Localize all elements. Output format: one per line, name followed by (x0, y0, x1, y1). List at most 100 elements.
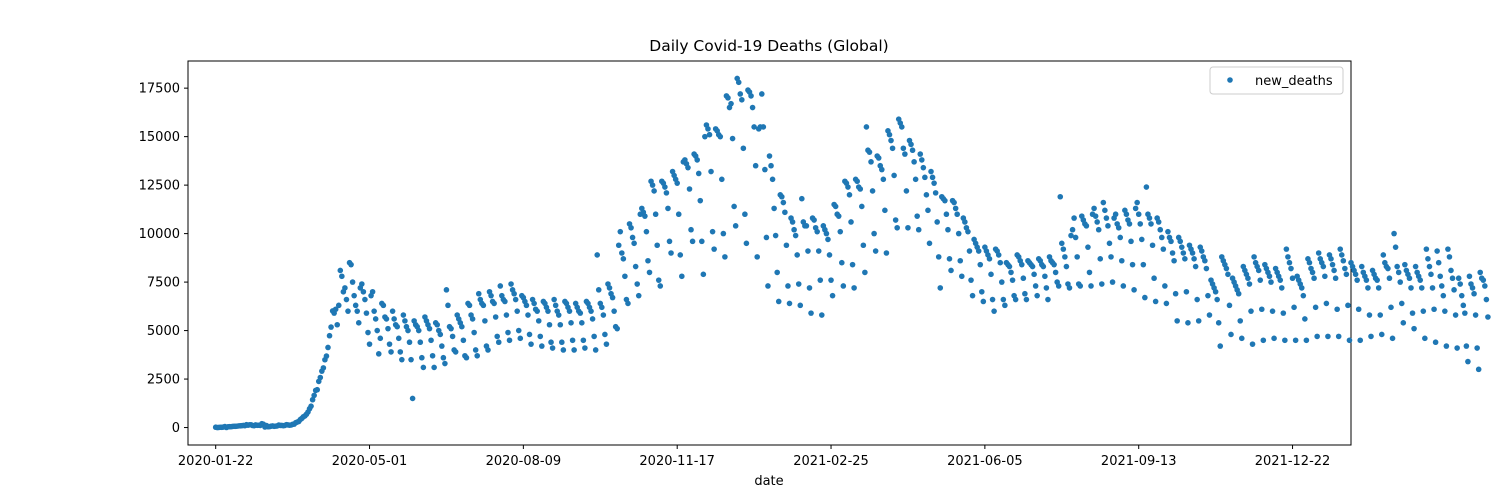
data-point (1271, 335, 1277, 342)
data-point (1300, 292, 1307, 299)
data-point (1423, 246, 1430, 252)
data-point (595, 287, 602, 293)
data-point (406, 339, 413, 346)
data-point (826, 252, 833, 258)
data-point (1434, 248, 1440, 254)
data-point (1258, 306, 1265, 313)
data-point (1386, 275, 1393, 282)
data-point (459, 323, 465, 330)
data-point (1102, 207, 1108, 214)
data-point (1480, 277, 1487, 283)
data-point (789, 219, 796, 225)
data-point (803, 223, 810, 229)
data-point (892, 217, 899, 223)
data-point (840, 283, 847, 289)
data-point (1475, 366, 1482, 373)
data-point (737, 91, 744, 97)
data-point (685, 164, 691, 171)
data-point (1425, 256, 1431, 262)
data-point (317, 374, 324, 381)
data-point (1142, 294, 1148, 301)
data-point (386, 341, 393, 347)
data-point (1345, 302, 1351, 309)
data-point (557, 321, 564, 328)
data-point (780, 199, 787, 206)
data-point (417, 339, 424, 346)
data-point (868, 159, 874, 165)
data-point (859, 203, 865, 210)
data-point (662, 184, 668, 190)
data-point (1055, 283, 1062, 289)
data-point (1203, 265, 1210, 272)
data-point (337, 267, 344, 274)
data-point (754, 254, 760, 260)
data-point (657, 283, 664, 289)
data-point (445, 302, 451, 309)
data-point (617, 228, 624, 235)
data-point (395, 335, 402, 342)
data-point (1332, 275, 1339, 282)
data-point (688, 226, 694, 233)
data-point (1388, 304, 1394, 311)
data-point (1446, 254, 1453, 260)
data-point (366, 341, 373, 347)
data-point (434, 321, 441, 328)
data-point (320, 365, 327, 371)
data-point (480, 302, 487, 309)
data-point (1400, 320, 1407, 326)
data-point (1180, 250, 1187, 256)
data-point (1260, 337, 1267, 344)
y-axis: 0 2500 5000 7500 10000 12500 15000 17500 (139, 82, 188, 436)
data-point (814, 228, 820, 235)
data-point (857, 186, 864, 192)
data-point (929, 174, 936, 181)
data-point (1335, 333, 1342, 340)
data-point (1148, 221, 1154, 227)
data-point (362, 296, 368, 303)
data-point (1443, 343, 1450, 349)
data-point (515, 327, 522, 334)
data-point (568, 320, 574, 326)
data-point (740, 145, 747, 152)
data-point (925, 207, 931, 214)
data-point (1085, 244, 1091, 250)
data-point (308, 403, 314, 409)
data-point (942, 197, 948, 204)
data-point (1337, 246, 1344, 252)
data-point (559, 339, 565, 346)
data-point (642, 213, 648, 219)
data-point (817, 277, 824, 283)
data-point (1214, 296, 1220, 303)
data-point (1117, 234, 1124, 241)
data-point (1392, 244, 1399, 250)
data-point (1354, 277, 1360, 283)
data-point (837, 228, 844, 235)
data-point (879, 166, 885, 173)
data-point (1289, 275, 1296, 282)
data-point (1455, 275, 1462, 282)
data-point (1140, 261, 1147, 268)
data-point (1338, 252, 1345, 258)
data-point (1135, 211, 1142, 218)
data-point (399, 356, 405, 363)
data-point (1034, 292, 1040, 299)
data-point (1195, 318, 1202, 324)
legend-label: new_deaths (1255, 74, 1333, 89)
data-point (505, 329, 511, 336)
data-point (1255, 267, 1262, 274)
data-point (628, 224, 634, 231)
data-point (708, 168, 714, 175)
data-point (1006, 263, 1013, 270)
data-point (1012, 296, 1019, 303)
data-point (775, 298, 782, 305)
data-point (1106, 240, 1113, 247)
data-point (725, 95, 731, 101)
data-point (975, 248, 982, 254)
plot-area (187, 60, 1352, 446)
data-point (1406, 275, 1413, 282)
data-point (783, 242, 790, 249)
data-point (1160, 246, 1167, 252)
data-point (835, 213, 842, 219)
data-point (909, 147, 916, 154)
data-point (675, 211, 682, 218)
